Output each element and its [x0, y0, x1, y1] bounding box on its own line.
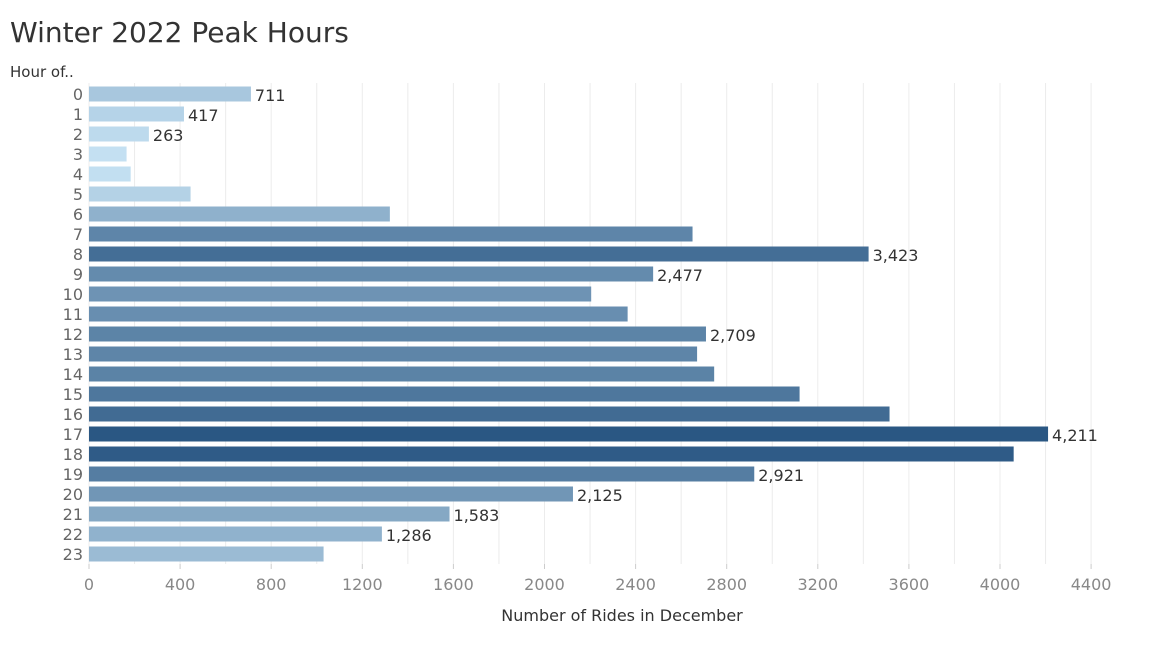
data-label: 1,286	[386, 526, 432, 545]
bar-hour-1	[89, 106, 184, 122]
y-tick-label: 15	[63, 385, 83, 404]
x-axis-title: Number of Rides in December	[501, 606, 743, 625]
bar-hour-0	[89, 86, 251, 102]
bar-hour-5	[89, 186, 191, 202]
bar-hour-18	[89, 446, 1014, 462]
y-tick-label: 23	[63, 545, 83, 564]
x-tick-label: 4400	[1071, 575, 1112, 594]
y-tick-label: 20	[63, 485, 83, 504]
bar-hour-16	[89, 406, 890, 422]
data-label: 3,423	[873, 246, 919, 265]
bar-hour-4	[89, 166, 131, 182]
y-tick-label: 22	[63, 525, 83, 544]
y-tick-label: 17	[63, 425, 83, 444]
data-label: 2,709	[710, 326, 756, 345]
y-tick-label: 10	[63, 285, 83, 304]
y-tick-label: 21	[63, 505, 83, 524]
y-tick-label: 19	[63, 465, 83, 484]
bar-hour-14	[89, 366, 715, 382]
y-tick-label: 6	[73, 205, 83, 224]
y-tick-label: 2	[73, 125, 83, 144]
x-tick-label: 400	[165, 575, 196, 594]
bar-hour-12	[89, 326, 706, 342]
bar-hour-11	[89, 306, 628, 322]
y-tick-label: 18	[63, 445, 83, 464]
bar-hour-6	[89, 206, 390, 222]
bar-hour-15	[89, 386, 800, 402]
y-tick-label: 7	[73, 225, 83, 244]
x-tick-label: 4000	[980, 575, 1021, 594]
x-tick-label: 2800	[706, 575, 747, 594]
bar-hour-13	[89, 346, 698, 362]
x-tick-label: 1200	[342, 575, 383, 594]
y-tick-label: 14	[63, 365, 83, 384]
data-label: 2,125	[577, 486, 623, 505]
y-tick-label: 13	[63, 345, 83, 364]
data-label: 2,921	[758, 466, 804, 485]
bar-hour-23	[89, 546, 324, 562]
y-tick-label: 12	[63, 325, 83, 344]
y-tick-label: 5	[73, 185, 83, 204]
bar-hour-21	[89, 506, 450, 522]
bar-hour-3	[89, 146, 127, 162]
bar-hour-7	[89, 226, 693, 242]
bars	[89, 86, 1049, 562]
bar-hour-20	[89, 486, 573, 502]
bar-hour-19	[89, 466, 755, 482]
y-tick-label: 8	[73, 245, 83, 264]
y-tick-label: 9	[73, 265, 83, 284]
bar-hour-2	[89, 126, 149, 142]
y-tick-label: 0	[73, 85, 83, 104]
y-tick-label: 3	[73, 145, 83, 164]
bar-hour-22	[89, 526, 382, 542]
x-tick-label: 2400	[615, 575, 656, 594]
bar-hour-10	[89, 286, 592, 302]
y-axis-title: Hour of..	[10, 63, 74, 81]
x-tick-labels: 0 400 800 1200 1600 2000 2400 2800 3200 3600 4000 4…	[84, 564, 1112, 594]
x-tick-label: 3600	[889, 575, 930, 594]
bar-hour-17	[89, 426, 1049, 442]
y-tick-label: 4	[73, 165, 83, 184]
x-tick-label: 0	[84, 575, 94, 594]
grid-lines	[88, 83, 1092, 564]
y-tick-label: 1	[73, 105, 83, 124]
data-label: 4,211	[1052, 426, 1098, 445]
bar-hour-8	[89, 246, 869, 262]
x-tick-label: 1600	[433, 575, 474, 594]
x-tick-label: 3200	[797, 575, 838, 594]
data-label: 711	[255, 86, 286, 105]
data-label: 2,477	[657, 266, 703, 285]
data-label: 417	[188, 106, 219, 125]
data-label: 1,583	[454, 506, 500, 525]
data-label: 263	[153, 126, 184, 145]
x-tick-label: 800	[256, 575, 287, 594]
bar-hour-9	[89, 266, 654, 282]
y-tick-label: 11	[63, 305, 83, 324]
chart-title: Winter 2022 Peak Hours	[10, 16, 349, 49]
y-tick-label: 16	[63, 405, 83, 424]
x-tick-label: 2000	[524, 575, 565, 594]
